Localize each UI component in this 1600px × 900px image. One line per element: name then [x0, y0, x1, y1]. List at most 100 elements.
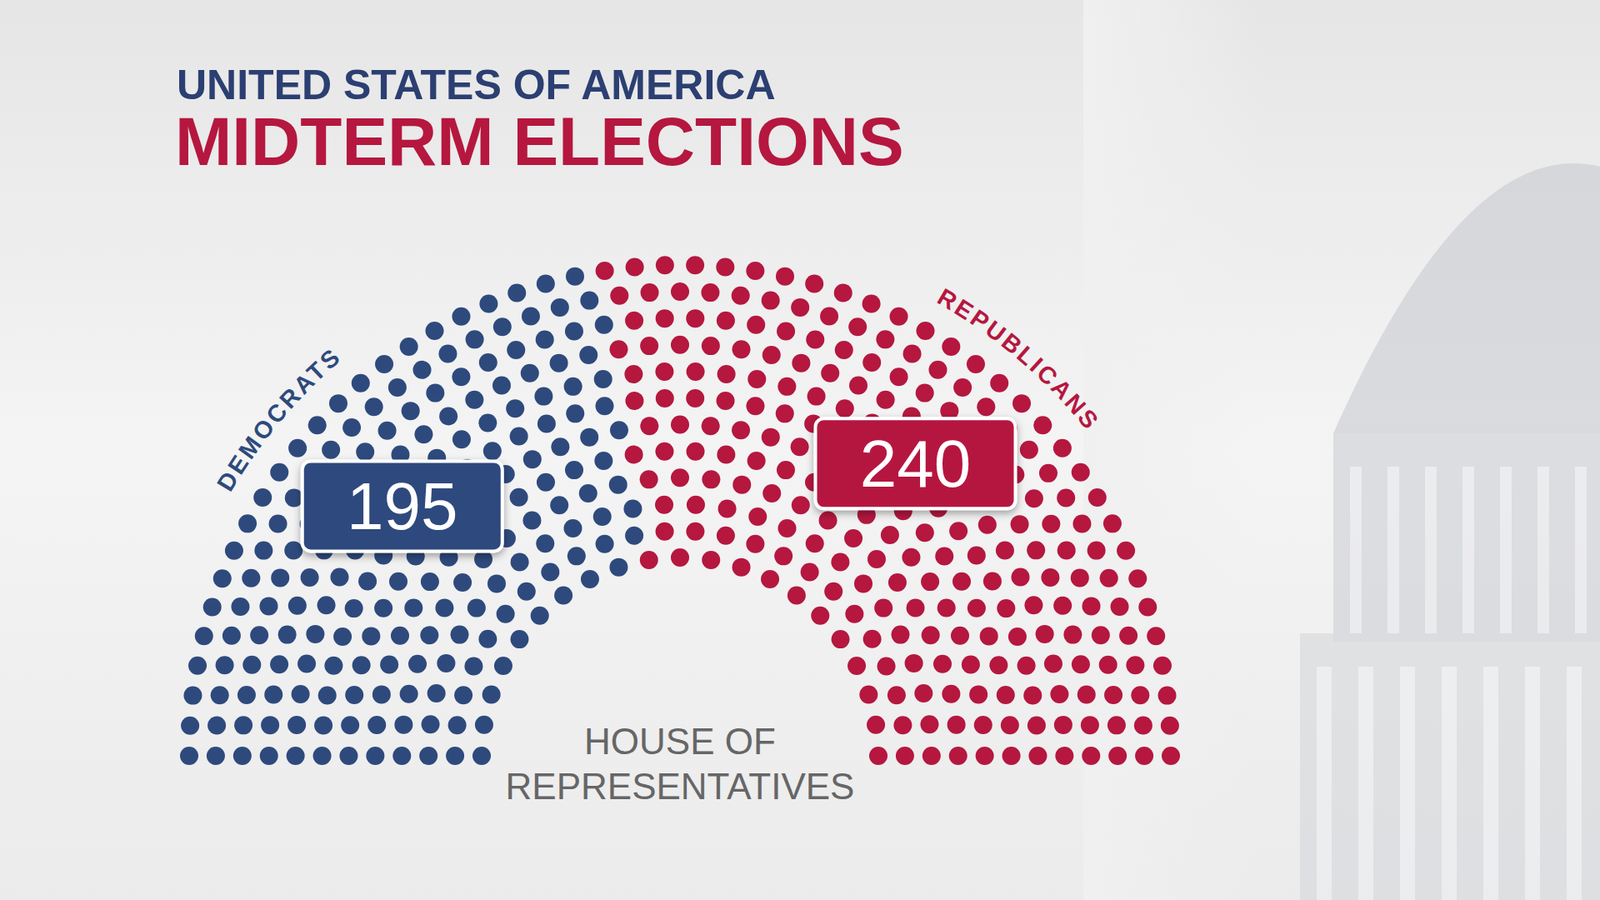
seat [875, 330, 895, 349]
seat [623, 500, 642, 519]
seat [284, 540, 303, 560]
seat [321, 440, 340, 460]
seat [1099, 655, 1118, 675]
seat [213, 569, 232, 588]
seat [893, 715, 912, 735]
seat [351, 374, 370, 393]
seat [420, 625, 439, 645]
seat [594, 370, 613, 389]
seat [242, 655, 261, 675]
seat [609, 475, 628, 495]
seat [1000, 715, 1020, 735]
seat [625, 258, 645, 277]
seat [421, 715, 440, 734]
seat [203, 597, 222, 616]
seat [401, 401, 420, 420]
seat [747, 370, 766, 389]
seat [580, 570, 600, 589]
seat [716, 445, 735, 465]
seat [717, 365, 736, 384]
seat [731, 286, 750, 305]
seat [1082, 596, 1101, 615]
seat [207, 716, 226, 735]
seat [1103, 514, 1122, 533]
seat [625, 526, 644, 545]
seat [523, 450, 542, 469]
seat [427, 684, 446, 703]
seat [920, 572, 940, 591]
seat [448, 715, 467, 735]
seat [610, 420, 629, 440]
seat [400, 337, 419, 356]
seat [1072, 514, 1091, 533]
seat [715, 258, 735, 277]
seat [478, 413, 497, 432]
seat [1146, 626, 1165, 645]
seat [1057, 540, 1076, 560]
seat [1107, 715, 1126, 735]
seat [510, 488, 529, 507]
seat [947, 715, 966, 735]
seat [640, 550, 659, 570]
seat [835, 340, 854, 360]
seat [640, 336, 659, 355]
seat [270, 655, 289, 674]
seat [565, 321, 584, 340]
seat [686, 442, 705, 461]
seat [206, 746, 225, 765]
seat [701, 416, 720, 435]
seat [701, 336, 720, 355]
seat [929, 360, 948, 380]
seat [670, 282, 690, 301]
seat [535, 330, 555, 350]
seat [862, 295, 881, 314]
seat [831, 630, 850, 649]
seat [655, 309, 675, 328]
seat [880, 525, 900, 545]
seat [225, 541, 244, 560]
seat [313, 746, 332, 765]
seat [522, 510, 541, 530]
seat [933, 655, 952, 674]
seat [180, 746, 199, 765]
seat [233, 746, 252, 765]
seat [380, 655, 399, 675]
seat [1040, 568, 1060, 587]
seat [990, 374, 1009, 393]
seat [1077, 685, 1096, 704]
seat [820, 306, 839, 325]
seat [464, 656, 483, 675]
seat [655, 495, 674, 515]
seat [1028, 746, 1047, 765]
seat [874, 599, 893, 618]
seat [914, 684, 933, 703]
seat [378, 421, 397, 440]
seat [1012, 394, 1031, 413]
seat [1044, 655, 1063, 674]
seat [791, 495, 810, 515]
seat [445, 746, 465, 765]
seat [496, 605, 515, 624]
seat [790, 298, 810, 317]
seat [980, 626, 999, 645]
seat [976, 397, 995, 416]
seat [701, 470, 720, 489]
seat [655, 255, 675, 275]
seat [655, 442, 674, 461]
seat [762, 345, 781, 365]
seat [593, 507, 612, 526]
seat [317, 595, 336, 615]
seat [915, 384, 935, 403]
seat [438, 345, 457, 364]
seat [241, 569, 260, 588]
seat [685, 389, 705, 408]
seat [372, 685, 391, 704]
seat [375, 355, 394, 374]
seat [774, 546, 793, 565]
seat [482, 685, 501, 704]
seat [975, 746, 995, 765]
seat [465, 330, 485, 349]
seat [1116, 541, 1135, 560]
seat [264, 685, 283, 704]
seat [510, 630, 529, 649]
